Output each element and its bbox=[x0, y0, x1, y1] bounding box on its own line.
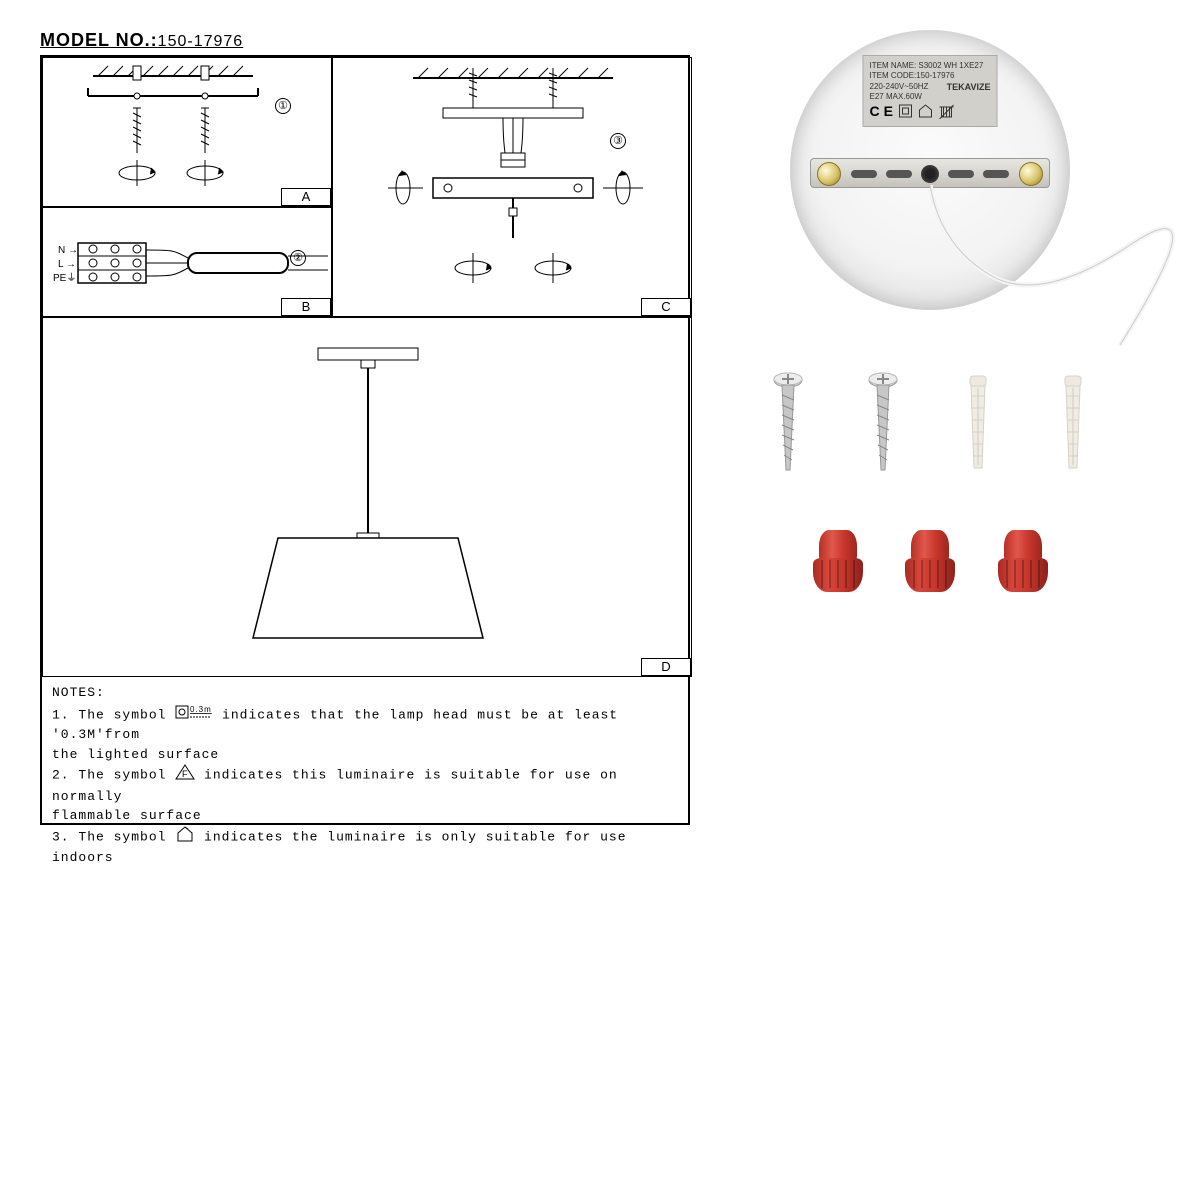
plate-symbols: CE bbox=[870, 103, 991, 124]
plate-line-4: E27 MAX.60W bbox=[870, 92, 991, 102]
step-2-badge: ② bbox=[290, 250, 306, 266]
plate-line-2: ITEM CODE:150-17976 bbox=[870, 71, 991, 81]
notes-section: NOTES: 1. The symbol 0.3m indicates that… bbox=[42, 677, 692, 827]
note-2: 2. The symbol F indicates this luminaire… bbox=[52, 764, 682, 806]
model-number: MODEL NO.:150-17976 bbox=[40, 30, 690, 51]
wall-anchor-icon bbox=[1053, 370, 1093, 480]
power-wire bbox=[930, 185, 1180, 385]
wire-nut-icon bbox=[905, 530, 955, 592]
svg-text:N →: N → bbox=[58, 245, 78, 256]
panel-c-tag: C bbox=[641, 298, 691, 316]
product-label-plate: ITEM NAME: S3002 WH 1XE27 ITEM CODE:150-… bbox=[863, 55, 998, 127]
svg-text:F: F bbox=[182, 769, 189, 779]
hardware-row-2 bbox=[740, 530, 1120, 592]
f-triangle-symbol: F bbox=[175, 764, 195, 787]
svg-text:PE⏚: PE⏚ bbox=[53, 272, 76, 284]
instruction-sheet: MODEL NO.:150-17976 bbox=[40, 30, 690, 825]
diagram-frame: ① A N → L → PE⏚ bbox=[40, 55, 690, 825]
svg-text:CE: CE bbox=[870, 103, 897, 119]
note-3: 3. The symbol indicates the luminaire is… bbox=[52, 826, 682, 868]
step-1-badge: ① bbox=[275, 98, 291, 114]
distance-symbol: 0.3m bbox=[175, 705, 213, 726]
step-3-badge: ③ bbox=[610, 133, 626, 149]
house-symbol bbox=[175, 826, 195, 849]
hardware-row-1 bbox=[740, 370, 1120, 480]
panel-a: ① A bbox=[42, 57, 332, 207]
panel-d-tag: D bbox=[641, 658, 691, 676]
panel-c-drawing bbox=[333, 58, 693, 318]
panel-c: ③ C bbox=[332, 57, 692, 317]
wire-nut-icon bbox=[813, 530, 863, 592]
svg-text:0.3m: 0.3m bbox=[190, 705, 212, 714]
note-1b: the lighted surface bbox=[52, 745, 682, 765]
svg-text:L →: L → bbox=[58, 259, 76, 270]
notes-title: NOTES: bbox=[52, 683, 682, 703]
panel-d-drawing bbox=[43, 318, 693, 678]
panel-d: D bbox=[42, 317, 692, 677]
wall-anchor-icon bbox=[958, 370, 998, 480]
plate-line-1: ITEM NAME: S3002 WH 1XE27 bbox=[870, 61, 991, 71]
panel-b: N → L → PE⏚ ② B bbox=[42, 207, 332, 317]
ceiling-canopy: ITEM NAME: S3002 WH 1XE27 ITEM CODE:150-… bbox=[790, 30, 1070, 310]
note-1: 1. The symbol 0.3m indicates that the la… bbox=[52, 705, 682, 745]
note-2b: flammable surface bbox=[52, 806, 682, 826]
wire-nut-icon bbox=[998, 530, 1048, 592]
screw-icon bbox=[768, 370, 808, 480]
wire-hole bbox=[921, 165, 939, 183]
panel-b-tag: B bbox=[281, 298, 331, 316]
panel-a-drawing bbox=[43, 58, 333, 208]
model-value: 150-17976 bbox=[158, 33, 244, 50]
screw-icon bbox=[863, 370, 903, 480]
model-label: MODEL NO.: bbox=[40, 30, 158, 50]
parts-column: ITEM NAME: S3002 WH 1XE27 ITEM CODE:150-… bbox=[740, 30, 1120, 825]
mounting-bracket bbox=[810, 158, 1050, 188]
plate-line-3: 220-240V~50HZ TEKAVIZE bbox=[870, 82, 991, 92]
panel-a-tag: A bbox=[281, 188, 331, 206]
